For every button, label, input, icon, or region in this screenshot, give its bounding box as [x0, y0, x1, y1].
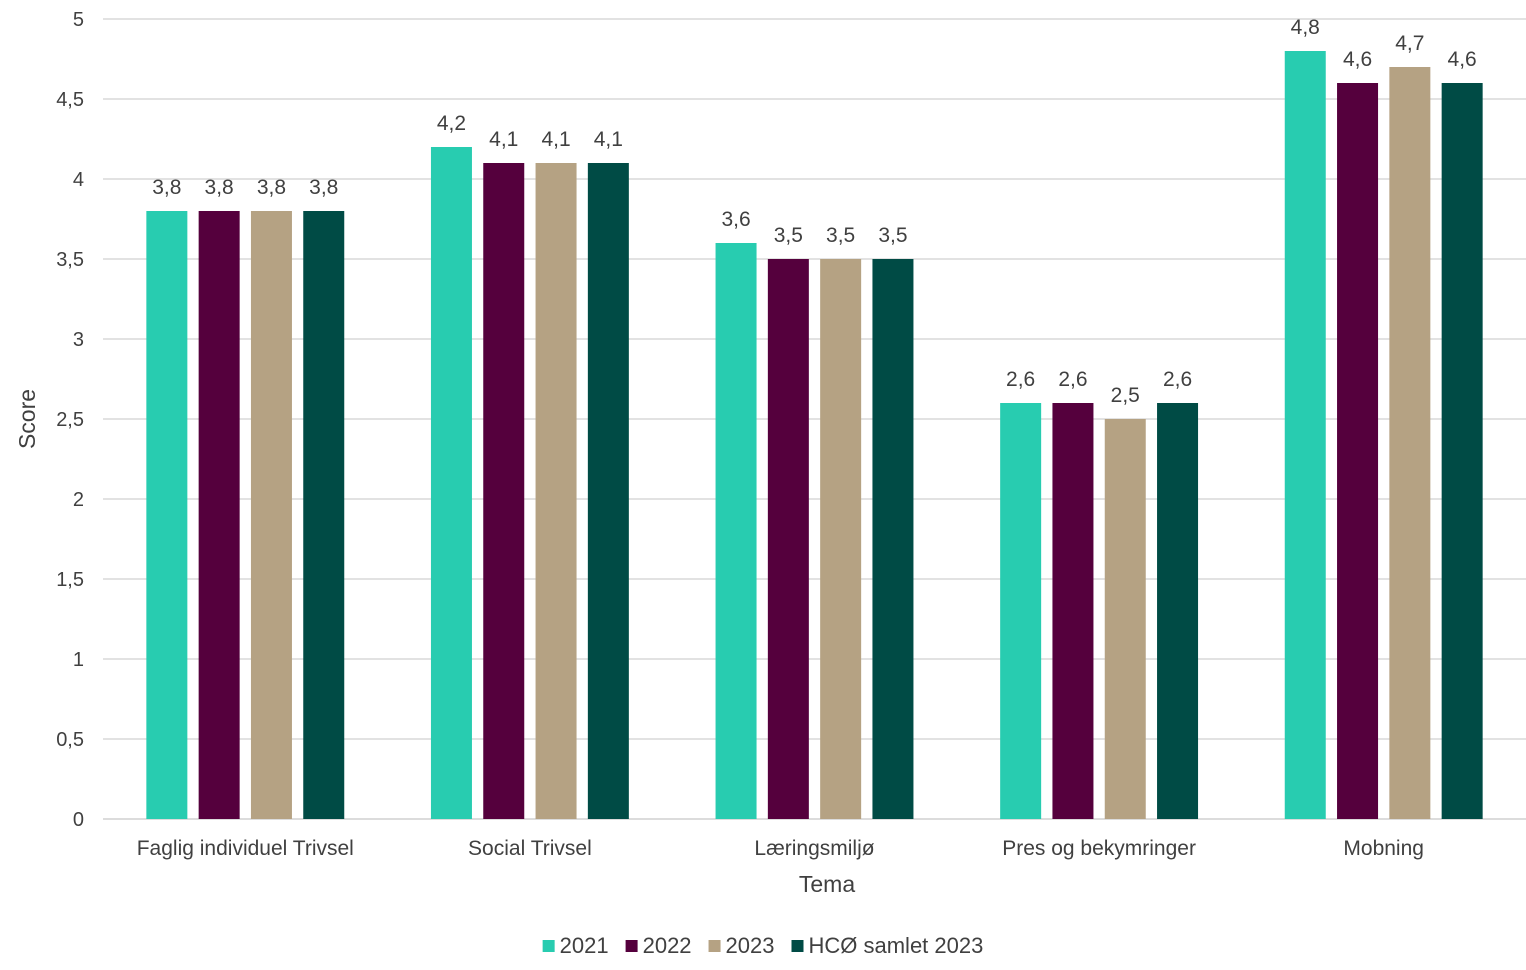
legend-label: HCØ samlet 2023 — [809, 933, 984, 958]
y-tick-label: 4,5 — [56, 89, 84, 111]
bar — [483, 163, 525, 819]
bar — [430, 147, 472, 819]
bar — [1389, 67, 1431, 819]
legend-swatch — [542, 940, 555, 952]
bar — [1284, 51, 1326, 819]
legend-label: 2023 — [726, 933, 775, 958]
y-axis-title: Score — [14, 389, 40, 449]
bar — [1000, 403, 1042, 819]
legend: 2021 2022 2023 HCØ samlet 2023 — [542, 933, 984, 958]
data-label: 4,1 — [594, 128, 623, 151]
data-label: 3,8 — [205, 176, 234, 199]
x-category-label: Læringsmiljø — [754, 837, 874, 860]
data-label: 2,6 — [1163, 368, 1192, 391]
bar — [715, 243, 757, 819]
bar — [198, 211, 240, 819]
legend-swatch — [708, 940, 721, 952]
data-label: 2,6 — [1006, 368, 1035, 391]
y-tick-label: 2,5 — [56, 409, 84, 431]
x-axis-title: Tema — [799, 871, 855, 897]
bar — [535, 163, 577, 819]
y-tick-label: 4 — [73, 169, 84, 191]
data-label: 3,8 — [257, 176, 286, 199]
data-label: 4,2 — [437, 112, 466, 135]
y-tick-label: 1 — [73, 649, 84, 671]
data-label: 4,7 — [1395, 32, 1424, 55]
data-label: 4,1 — [541, 128, 570, 151]
bar — [1157, 403, 1199, 819]
data-label: 3,5 — [774, 224, 803, 247]
bars — [146, 51, 1483, 819]
legend-swatch — [791, 940, 804, 952]
data-label: 4,6 — [1343, 48, 1372, 71]
data-label: 3,8 — [152, 176, 181, 199]
bar — [1052, 403, 1094, 819]
y-axis-ticks: 0 0,5 1 1,5 2 2,5 3 3,5 4 4,5 5 — [56, 9, 84, 831]
data-label: 4,8 — [1291, 16, 1320, 39]
y-tick-label: 2 — [73, 489, 84, 511]
bar — [767, 259, 809, 819]
data-label: 2,5 — [1111, 384, 1140, 407]
x-category-label: Social Trivsel — [468, 837, 592, 860]
data-label: 3,5 — [826, 224, 855, 247]
y-tick-label: 0,5 — [56, 729, 84, 751]
y-tick-label: 5 — [73, 9, 84, 31]
y-tick-label: 3,5 — [56, 249, 84, 271]
data-label: 4,1 — [489, 128, 518, 151]
x-category-label: Mobning — [1343, 837, 1424, 860]
bar — [146, 211, 188, 819]
bar — [820, 259, 862, 819]
data-label: 3,5 — [878, 224, 907, 247]
y-tick-label: 3 — [73, 329, 84, 351]
bar — [250, 211, 292, 819]
y-tick-label: 0 — [73, 809, 84, 831]
data-label: 2,6 — [1058, 368, 1087, 391]
data-label: 4,6 — [1448, 48, 1477, 71]
x-category-label: Faglig individuel Trivsel — [137, 837, 354, 860]
bar — [587, 163, 629, 819]
x-axis-categories: Faglig individuel Trivsel Social Trivsel L… — [137, 837, 1424, 860]
data-label: 3,8 — [309, 176, 338, 199]
bar — [1337, 83, 1379, 819]
data-labels: 3,8 3,8 3,8 3,8 4,2 4,1 4,1 4,1 3,6 3,5 3,5 3,5 2,6 2… — [152, 16, 1477, 407]
data-label: 3,6 — [721, 208, 750, 231]
legend-swatch — [625, 940, 638, 952]
bar — [872, 259, 914, 819]
bar — [303, 211, 345, 819]
legend-label: 2022 — [643, 933, 692, 958]
bar — [1104, 419, 1146, 819]
legend-label: 2021 — [560, 933, 609, 958]
x-category-label: Pres og bekymringer — [1002, 837, 1196, 860]
bar — [1441, 83, 1483, 819]
y-tick-label: 1,5 — [56, 569, 84, 591]
